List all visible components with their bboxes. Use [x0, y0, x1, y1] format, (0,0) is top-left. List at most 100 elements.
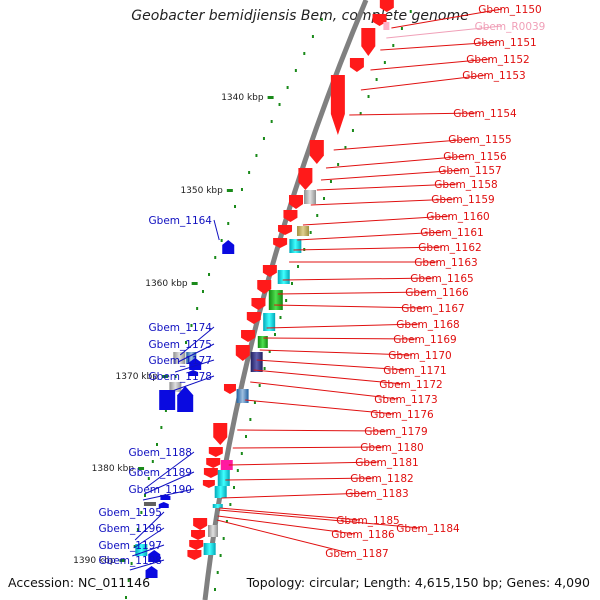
- gene-label[interactable]: Gbem_1186: [331, 529, 395, 541]
- gene-arrow-forward: [298, 168, 313, 190]
- gene-label[interactable]: Gbem_1184: [396, 523, 460, 535]
- skew-dot: [279, 316, 282, 319]
- leader-line: [177, 343, 215, 363]
- gene-label[interactable]: Gbem_1169: [393, 334, 456, 346]
- leader-line: [380, 41, 498, 51]
- gene-cyan: [135, 544, 148, 556]
- skew-dot: [156, 443, 159, 446]
- gene-label[interactable]: Gbem_1198: [99, 555, 162, 567]
- gene-arrow-forward: [372, 14, 387, 26]
- skew-dot: [240, 452, 243, 455]
- gene-label[interactable]: Gbem_1171: [383, 365, 446, 377]
- gene-arrow-reverse: [177, 386, 194, 412]
- gene-label[interactable]: Gbem_1151: [473, 37, 536, 49]
- skew-dot: [400, 27, 403, 30]
- gene-label[interactable]: Gbem_1173: [374, 394, 437, 406]
- gene-label[interactable]: Gbem_1189: [129, 467, 192, 479]
- gene-label[interactable]: Gbem_1158: [434, 179, 497, 191]
- skew-dot: [329, 180, 332, 183]
- gene-label[interactable]: Gbem_1195: [99, 507, 162, 519]
- gene-arrow-forward: [349, 58, 364, 72]
- gene-label[interactable]: Gbem_1165: [410, 273, 473, 285]
- gene-label[interactable]: Gbem_1185: [336, 515, 399, 527]
- leader-line: [145, 451, 195, 489]
- gene-label[interactable]: Gbem_1157: [438, 165, 501, 177]
- gene-label[interactable]: Gbem_1155: [448, 134, 511, 146]
- skew-dot: [216, 571, 219, 574]
- skew-dot: [229, 503, 232, 506]
- skew-dot: [140, 511, 143, 514]
- gene-label[interactable]: Gbem_1156: [443, 151, 507, 163]
- gene-bluegray: [186, 352, 197, 364]
- skew-dot: [190, 324, 193, 327]
- skew-dot: [409, 10, 412, 13]
- skew-dot: [201, 290, 204, 293]
- tick-label: 1370 kbp: [116, 372, 159, 382]
- gene-label[interactable]: Gbem_1176: [370, 409, 434, 421]
- skew-dot: [263, 367, 266, 370]
- gene-arrow-forward: [278, 225, 293, 235]
- label-leader-lines: [129, 8, 503, 571]
- leader-line: [245, 399, 395, 415]
- gene-green: [257, 336, 268, 348]
- gene-label[interactable]: Gbem_R0039: [475, 21, 546, 33]
- gene-label[interactable]: Gbem_1178: [149, 371, 212, 383]
- gene-arrow-forward: [288, 195, 303, 209]
- gene-label[interactable]: Gbem_1159: [431, 194, 494, 206]
- leader-line: [282, 277, 435, 281]
- tick-mark: [267, 96, 274, 99]
- leader-line: [216, 519, 350, 554]
- gene-label[interactable]: Gbem_1188: [129, 447, 192, 459]
- gene-label[interactable]: Gbem_1172: [379, 379, 442, 391]
- gene-label[interactable]: Gbem_1163: [414, 257, 477, 269]
- gene-label[interactable]: Gbem_1177: [149, 355, 212, 367]
- gene-label[interactable]: Gbem_1179: [364, 426, 427, 438]
- gene-label[interactable]: Gbem_1162: [418, 242, 481, 254]
- leader-line: [333, 138, 473, 151]
- gene-arrow-forward: [262, 265, 277, 277]
- gc-skew-dots: [124, 10, 412, 599]
- gene-label[interactable]: Gbem_1167: [401, 303, 464, 315]
- tick-mark: [161, 375, 168, 378]
- gene-label[interactable]: Gbem_1174: [149, 322, 213, 334]
- gene-label[interactable]: Gbem_1160: [426, 211, 489, 223]
- skew-dot: [294, 69, 297, 72]
- skew-dot: [234, 205, 237, 208]
- gene-label[interactable]: Gbem_1182: [350, 473, 413, 485]
- gene-label[interactable]: Gbem_1197: [99, 540, 162, 552]
- gene-label[interactable]: Gbem_1190: [129, 484, 192, 496]
- skew-dot: [196, 307, 199, 310]
- skew-dot: [367, 95, 370, 98]
- gene-label[interactable]: Gbem_1152: [466, 54, 529, 66]
- leader-line: [221, 492, 370, 499]
- gene-label[interactable]: Gbem_1150: [478, 4, 541, 16]
- leader-line: [266, 323, 421, 329]
- leader-line: [132, 544, 165, 557]
- leader-line: [320, 169, 463, 181]
- gene-label[interactable]: Gbem_1175: [149, 339, 212, 351]
- gene-label[interactable]: Gbem_1187: [325, 548, 388, 560]
- leader-line: [217, 515, 356, 535]
- leader-line: [391, 8, 503, 29]
- skew-dot: [351, 129, 354, 132]
- gene-label[interactable]: Gbem_1183: [345, 488, 408, 500]
- gene-gray: [304, 190, 317, 204]
- gene-cyan: [203, 543, 216, 555]
- gene-gray: [169, 382, 182, 392]
- skew-dot: [255, 154, 258, 157]
- gene-label[interactable]: Gbem_1181: [355, 457, 418, 469]
- gene-label[interactable]: Gbem_1170: [388, 350, 451, 362]
- skew-dot: [359, 112, 362, 115]
- gene-bluegray: [236, 389, 249, 403]
- gene-label[interactable]: Gbem_1166: [405, 287, 469, 299]
- gene-arrow-reverse: [145, 566, 158, 578]
- gene-label[interactable]: Gbem_1164: [149, 215, 213, 227]
- gene-label[interactable]: Gbem_1168: [396, 319, 459, 331]
- gene-label[interactable]: Gbem_1196: [99, 523, 163, 535]
- tick-label: 1380 kbp: [92, 464, 135, 474]
- leader-line: [169, 375, 215, 393]
- gene-label[interactable]: Gbem_1161: [420, 227, 483, 239]
- gene-label[interactable]: Gbem_1154: [453, 108, 517, 120]
- gene-label[interactable]: Gbem_1153: [462, 70, 525, 82]
- gene-label[interactable]: Gbem_1180: [360, 442, 423, 454]
